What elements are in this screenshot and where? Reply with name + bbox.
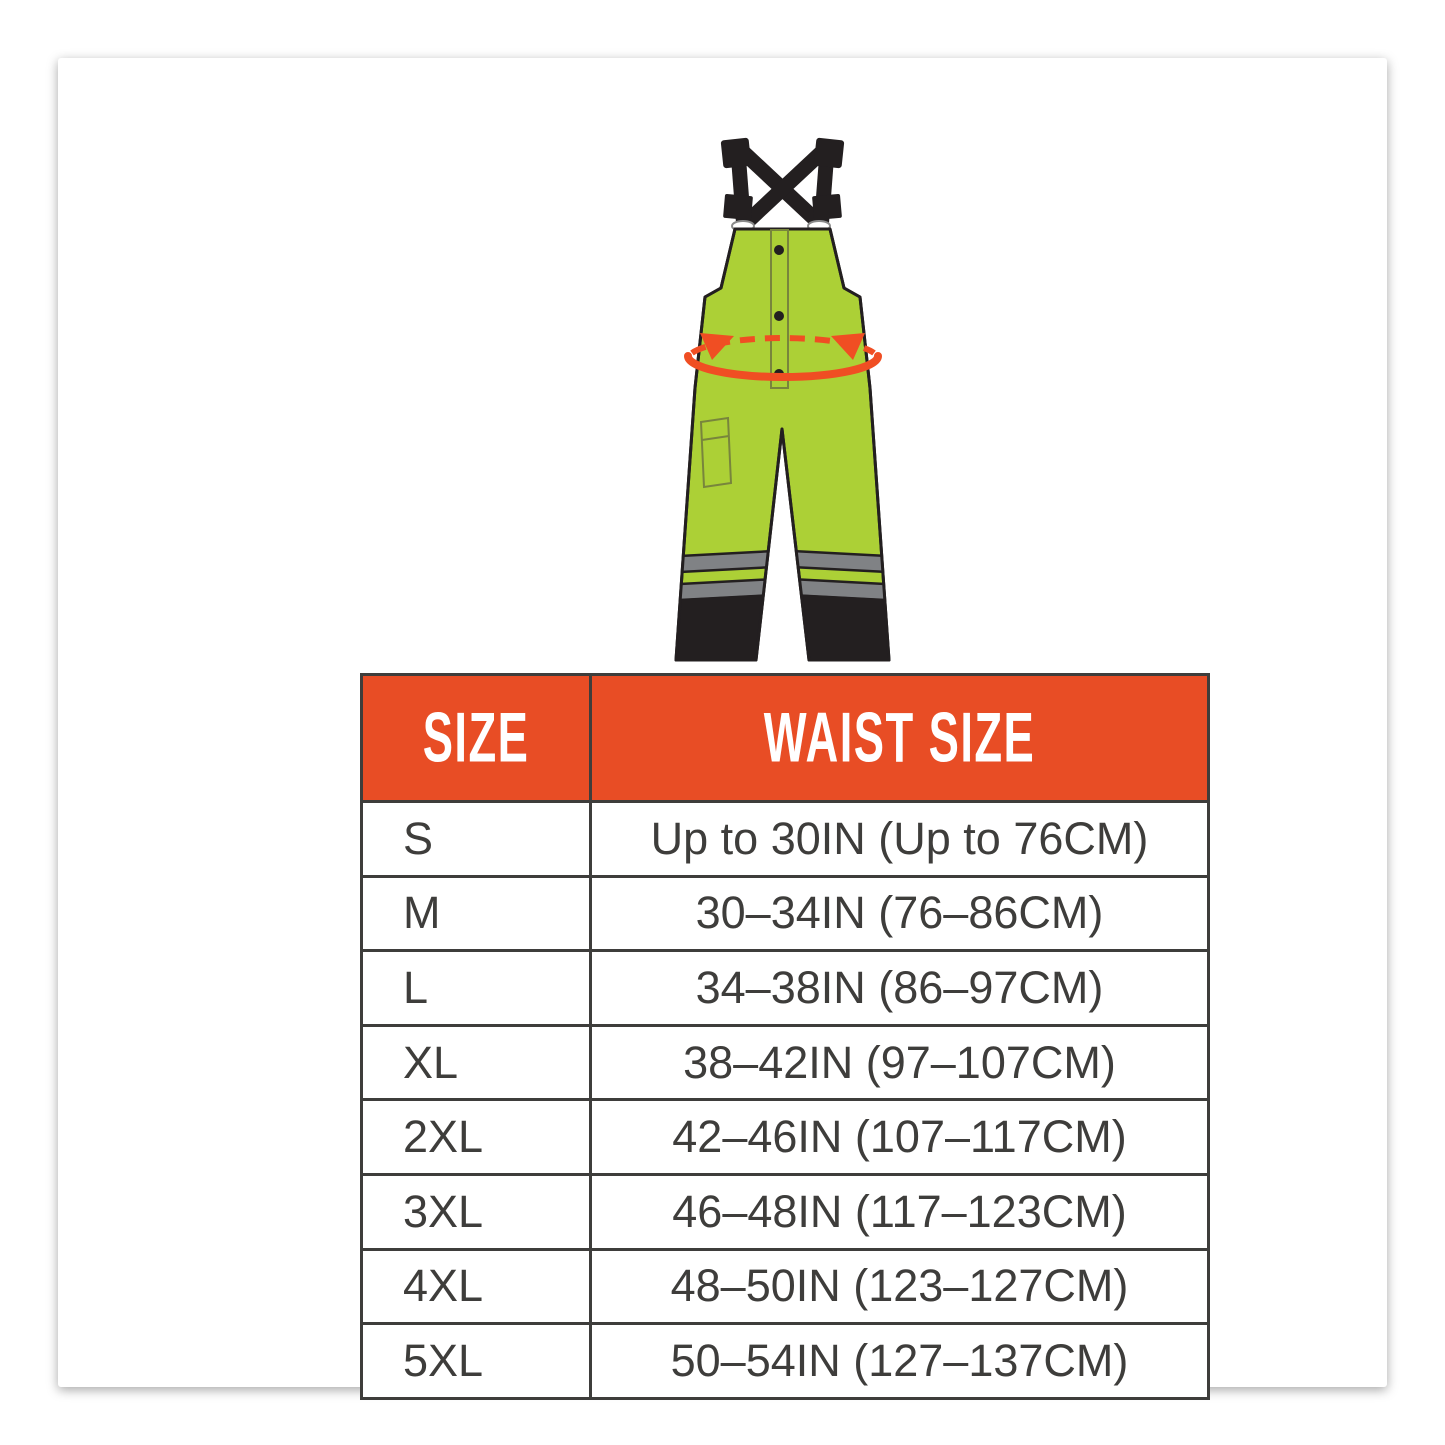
suspender-buckle-right xyxy=(812,193,842,221)
table-row: 2XL 42–46IN (107–117CM) xyxy=(360,1098,1210,1176)
size-table: SIZE WAIST SIZE S Up to 30IN (Up to 76CM… xyxy=(360,673,1210,1400)
waist-cell: 38–42IN (97–107CM) xyxy=(589,1023,1210,1102)
waist-cell: 46–48IN (117–123CM) xyxy=(589,1172,1210,1251)
suspender-tab-right xyxy=(813,137,845,169)
button-icon xyxy=(774,311,784,321)
suspender-buckle-left xyxy=(723,193,753,221)
size-cell: XL xyxy=(360,1023,592,1102)
suspenders xyxy=(720,137,845,229)
waist-size-column-header-label: WAIST SIZE xyxy=(763,698,1036,778)
table-row: S Up to 30IN (Up to 76CM) xyxy=(360,800,1210,878)
table-header-row: SIZE WAIST SIZE xyxy=(360,673,1210,803)
table-row: 4XL 48–50IN (123–127CM) xyxy=(360,1247,1210,1326)
size-chart-card: SIZE WAIST SIZE S Up to 30IN (Up to 76CM… xyxy=(58,58,1387,1400)
cargo-pocket xyxy=(699,416,733,489)
table-row: M 30–34IN (76–86CM) xyxy=(360,874,1210,953)
bib-overalls-illustration xyxy=(674,137,891,662)
tape-arrowhead-right xyxy=(831,333,865,360)
size-column-header: SIZE xyxy=(360,673,592,803)
waist-size-column-header: WAIST SIZE xyxy=(589,673,1210,803)
tape-arrowhead-left xyxy=(700,333,734,360)
suspender-strap-diagonal xyxy=(740,145,829,229)
size-cell: 3XL xyxy=(360,1172,592,1251)
waist-cell: 48–50IN (123–127CM) xyxy=(589,1247,1210,1326)
table-row: XL 38–42IN (97–107CM) xyxy=(360,1023,1210,1102)
table-row: L 34–38IN (86–97CM) xyxy=(360,949,1210,1027)
tape-front-arc xyxy=(684,352,882,381)
bib-overall-outline xyxy=(674,227,891,662)
waist-cell: 34–38IN (86–97CM) xyxy=(589,949,1210,1027)
size-cell: 4XL xyxy=(360,1247,592,1326)
table-row: 3XL 46–48IN (117–123CM) xyxy=(360,1172,1210,1251)
reflective-stripe xyxy=(772,548,889,576)
button-icon xyxy=(774,245,784,255)
suspender-tab-left xyxy=(720,137,752,169)
waist-cell: 50–54IN (127–137CM) xyxy=(589,1322,1210,1400)
size-column-header-label: SIZE xyxy=(422,698,530,778)
size-cell: 5XL xyxy=(360,1322,592,1400)
reflective-stripe xyxy=(676,548,794,576)
size-cell: 2XL xyxy=(360,1098,592,1176)
size-cell: S xyxy=(360,800,592,878)
table-row: 5XL 50–54IN (127–137CM) xyxy=(360,1322,1210,1400)
waist-cell: 42–46IN (107–117CM) xyxy=(589,1098,1210,1176)
size-cell: L xyxy=(360,949,592,1027)
button-placket xyxy=(770,229,789,389)
cargo-pocket-flap xyxy=(701,435,730,441)
size-cell: M xyxy=(360,874,592,953)
waist-cell: Up to 30IN (Up to 76CM) xyxy=(589,800,1210,878)
waist-measurement-tape xyxy=(684,333,882,381)
waist-cell: 30–34IN (76–86CM) xyxy=(589,874,1210,953)
